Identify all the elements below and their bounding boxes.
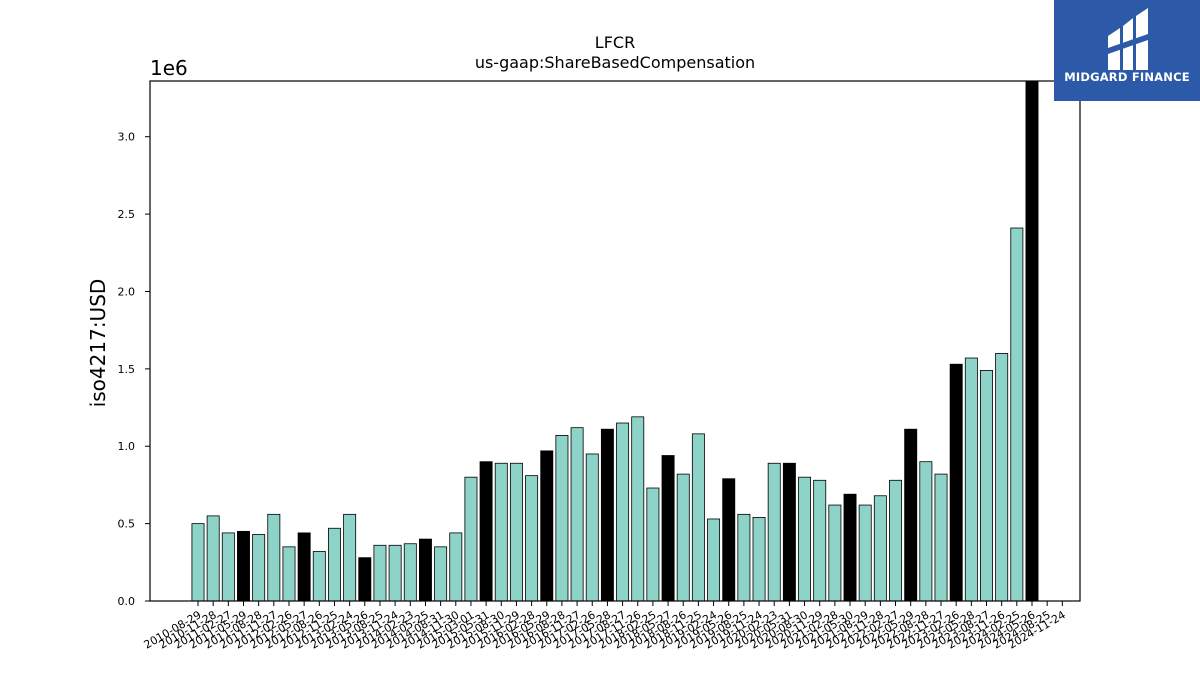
bar-2021-11-28 [873, 495, 887, 602]
bar-2016-02-28 [525, 475, 539, 602]
y-tick-label: 2.0 [118, 285, 136, 298]
bar-2011-11-27 [267, 513, 281, 602]
midgard-logo-icon [1108, 8, 1148, 70]
logo-text: MIDGARD FINANCE [1064, 70, 1190, 84]
x-ticks-group: 2010-08-292010-11-282011-02-272011-05-29… [142, 601, 1068, 652]
bar-2024-02-25 [1010, 227, 1024, 602]
bar-2013-05-26 [358, 557, 372, 602]
chart-subtitle: us-gaap:ShareBasedCompensation [475, 53, 755, 72]
bar-2016-11-27 [570, 427, 584, 602]
bar-2012-08-26 [312, 551, 326, 602]
bar-2021-08-29 [858, 504, 872, 602]
bar-2022-05-29 [904, 428, 918, 602]
bar-2010-08-29 [191, 523, 205, 602]
chart-title: LFCR [595, 33, 635, 52]
bar-2023-02-26 [949, 363, 963, 602]
y-tick-label: 0.5 [118, 518, 136, 531]
bar-2015-03-01 [464, 476, 478, 602]
bar-2024-05-26 [1025, 80, 1039, 602]
y-tick-label: 1.5 [118, 363, 136, 376]
bar-2019-02-24 [707, 518, 721, 602]
bar-2018-05-27 [661, 455, 675, 602]
bar-2012-11-25 [328, 527, 341, 602]
bar-2017-08-27 [616, 422, 630, 602]
bar-2011-08-28 [252, 534, 266, 602]
y-tick-label: 3.0 [118, 131, 136, 144]
bar-2013-11-24 [388, 544, 402, 602]
bar-2022-11-27 [934, 473, 948, 602]
bar-2018-08-26 [676, 473, 690, 602]
bar-2021-02-28 [828, 504, 842, 602]
bar-2020-11-29 [813, 479, 827, 602]
bar-2012-02-26 [282, 546, 296, 602]
bar-2013-02-24 [343, 513, 357, 602]
bar-2019-05-26 [722, 478, 736, 602]
bar-2013-08-25 [373, 544, 387, 602]
bar-2014-08-31 [434, 546, 448, 602]
bar-2011-02-27 [221, 532, 235, 602]
bar-2010-11-28 [206, 515, 220, 602]
bar-2017-02-26 [585, 453, 599, 602]
bar-2015-11-29 [509, 462, 523, 602]
bar-2020-08-30 [798, 476, 812, 602]
bar-2014-11-30 [449, 532, 463, 602]
bar-2022-08-28 [919, 461, 933, 602]
bar-2020-02-23 [767, 462, 781, 602]
bar-2023-11-26 [995, 352, 1009, 602]
plot-frame [149, 80, 1081, 602]
bar-2015-08-30 [494, 462, 508, 602]
bar-2017-11-26 [631, 416, 645, 602]
bar-2018-02-25 [646, 487, 660, 602]
y-tick-label: 2.5 [118, 208, 136, 221]
y-axis-label: iso4217:USD [86, 279, 110, 408]
bar-2023-08-27 [980, 369, 993, 602]
bar-2019-11-24 [752, 517, 766, 602]
bar-2016-05-29 [540, 450, 554, 602]
bar-2020-05-31 [782, 462, 796, 602]
bar-2021-05-30 [843, 493, 857, 602]
y-offset-text: 1e6 [150, 56, 188, 80]
bar-2023-05-28 [964, 357, 978, 602]
bar-2022-02-27 [889, 479, 902, 602]
bar-2018-11-25 [691, 433, 705, 602]
bar-2019-08-25 [737, 513, 751, 602]
y-ticks-group: 0.0 0.5 1.0 1.5 2.0 2.5 3.0 [118, 131, 150, 608]
bar-2014-02-23 [403, 543, 417, 602]
y-tick-label: 0.0 [118, 595, 136, 608]
brand-logo: MIDGARD FINANCE [1054, 0, 1200, 101]
y-tick-label: 1.0 [118, 440, 136, 453]
bar-2011-05-29 [237, 530, 250, 602]
bar-2014-05-25 [418, 538, 432, 602]
bar-2012-05-27 [297, 532, 311, 602]
bars-group [191, 80, 1039, 602]
bar-2016-08-28 [555, 434, 569, 602]
bar-2015-05-31 [479, 461, 493, 602]
bar-2017-05-28 [600, 428, 614, 602]
